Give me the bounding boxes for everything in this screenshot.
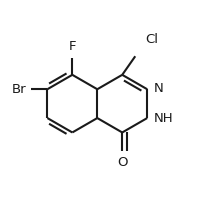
Text: NH: NH bbox=[154, 111, 173, 125]
Text: F: F bbox=[69, 40, 76, 53]
Text: Br: Br bbox=[11, 83, 26, 96]
Text: Cl: Cl bbox=[145, 33, 158, 46]
Text: N: N bbox=[154, 82, 163, 95]
Text: O: O bbox=[117, 156, 128, 169]
